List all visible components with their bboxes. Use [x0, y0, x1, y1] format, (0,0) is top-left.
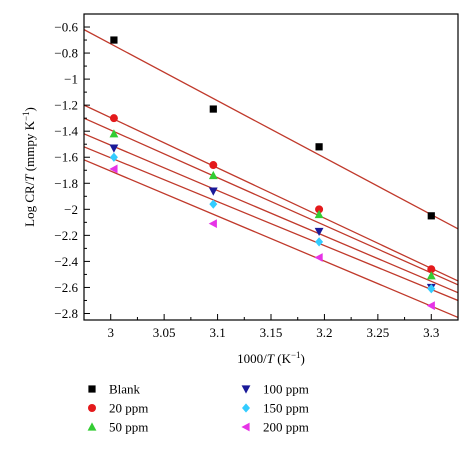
data-point [208, 187, 218, 196]
x-axis: 3 3.05 3.1 3.15 3.2 3.25 3.3 [107, 314, 439, 340]
data-point [426, 271, 436, 280]
legend-item: 150 ppm [242, 401, 309, 416]
fit-line [84, 117, 458, 286]
fit-line [84, 104, 458, 282]
x-tick-label: 3.2 [316, 325, 332, 340]
y-axis-label: Log CR/T (mmpy K−1) [21, 107, 37, 227]
x-tick-label: 3.15 [260, 325, 283, 340]
legend: Blank 20 ppm 50 ppm 100 ppm 150 ppm 200 ppm [87, 382, 309, 435]
y-tick-label: −2.6 [54, 280, 78, 295]
data-point [209, 161, 218, 170]
data-point [109, 152, 118, 162]
data-point [109, 164, 118, 174]
data-point [109, 144, 119, 153]
fit-line [84, 159, 458, 318]
legend-item: 20 ppm [88, 401, 148, 416]
x-tick-label: 3.1 [209, 325, 225, 340]
legend-item: Blank [88, 382, 141, 397]
data-point [110, 36, 118, 44]
y-tick-label: −0.6 [54, 20, 78, 35]
data-point [427, 212, 435, 220]
legend-item: 200 ppm [241, 420, 309, 435]
legend-label: Blank [109, 382, 141, 397]
x-axis-label: 1000/T (K−1) [237, 350, 305, 366]
legend-label: 150 ppm [263, 401, 309, 416]
data-point [208, 170, 218, 180]
y-tick-label: −1.8 [54, 176, 78, 191]
legend-marker [242, 403, 250, 413]
fit-line [84, 146, 458, 302]
x-tick-label: 3.3 [423, 325, 439, 340]
data-points [109, 36, 436, 311]
data-point [208, 219, 217, 229]
data-point [314, 227, 324, 237]
y-tick-label: −2.8 [54, 306, 78, 321]
legend-marker [241, 422, 250, 432]
data-point [427, 284, 436, 294]
fit-line [84, 133, 458, 294]
legend-item: 100 ppm [241, 382, 309, 397]
y-tick-label: −1.4 [54, 124, 78, 139]
legend-marker [241, 385, 251, 394]
data-point [109, 129, 119, 138]
legend-label: 100 ppm [263, 382, 309, 397]
legend-label: 50 ppm [109, 420, 148, 435]
legend-label: 200 ppm [263, 420, 309, 435]
data-point [427, 265, 436, 274]
data-point [315, 205, 324, 214]
x-tick-label: 3 [107, 325, 114, 340]
data-point [426, 301, 435, 311]
data-point [314, 209, 324, 219]
y-tick-label: −2 [64, 202, 78, 217]
data-point [314, 253, 323, 262]
data-point [315, 237, 324, 247]
y-tick-label: −2.4 [54, 254, 78, 269]
y-tick-label: −0.8 [54, 46, 78, 61]
x-tick-label: 3.05 [153, 325, 176, 340]
y-tick-label: −1.6 [54, 150, 78, 165]
legend-marker [87, 422, 97, 431]
data-point [315, 143, 323, 151]
y-axis: −0.6 −0.8 −1 −1.2 −1.4 −1.6 −1.8 −2 −2.2 −2.4 −2.6… [54, 20, 90, 321]
legend-label: 20 ppm [109, 401, 148, 416]
legend-item: 50 ppm [87, 420, 148, 435]
legend-marker [88, 385, 96, 393]
data-point [109, 114, 118, 123]
y-tick-label: −1.2 [54, 98, 78, 113]
x-tick-label: 3.25 [366, 325, 389, 340]
data-point [209, 199, 218, 209]
legend-marker [88, 404, 96, 412]
data-point [209, 105, 217, 113]
y-tick-label: −2.2 [54, 228, 78, 243]
y-tick-label: −1 [64, 72, 78, 87]
fit-lines [84, 29, 458, 318]
fit-line [84, 29, 458, 230]
